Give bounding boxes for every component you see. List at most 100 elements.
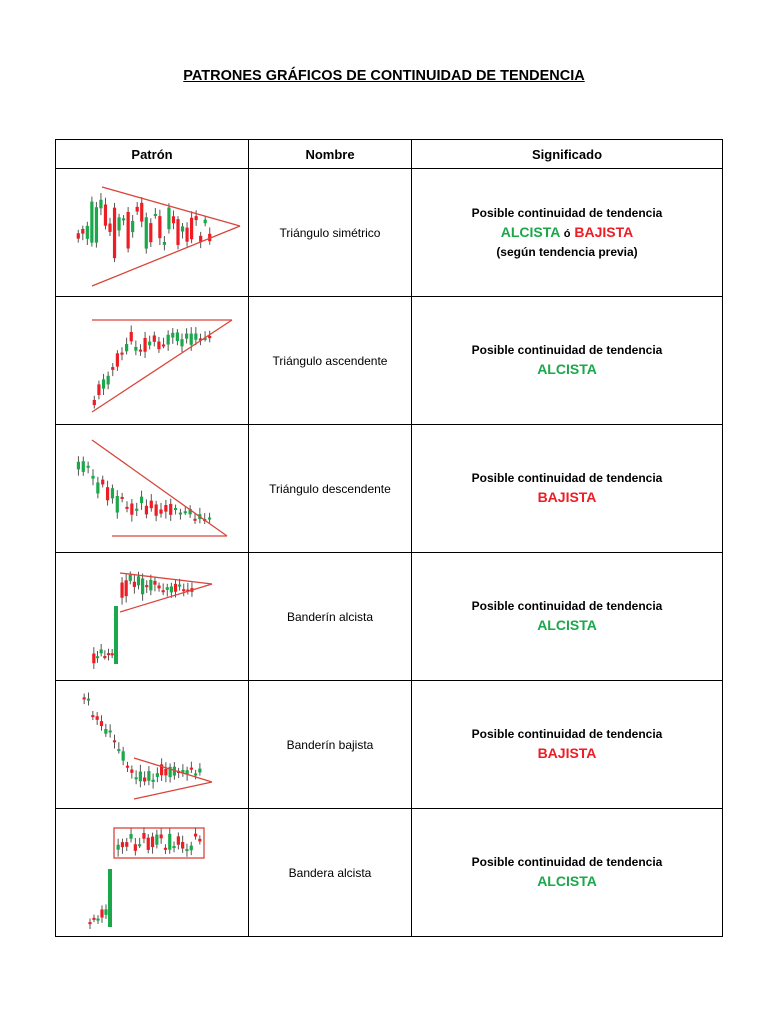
meaning-text: Posible continuidad de tendencia	[471, 855, 663, 869]
candle-body	[154, 503, 158, 516]
flag-channel	[113, 826, 205, 859]
candle-body	[112, 739, 117, 742]
candle-body	[106, 652, 111, 655]
candle-body	[155, 772, 159, 777]
candle-body	[161, 344, 166, 347]
candle-body	[85, 225, 89, 239]
candle-body	[189, 845, 193, 850]
candle-body	[161, 589, 165, 592]
candle-body	[207, 517, 212, 520]
candle-body	[162, 241, 166, 245]
trend-bearish: BAJISTA	[537, 489, 597, 505]
candle-body	[193, 518, 197, 521]
header-meaning: Significado	[411, 139, 723, 169]
table-row: Banderín alcista Posible continuidad de …	[55, 552, 723, 681]
candle-body	[86, 465, 90, 468]
candle-body	[157, 585, 161, 588]
candle-body	[203, 337, 207, 340]
pattern-line	[133, 780, 213, 800]
candle-body	[164, 504, 168, 512]
candle-body	[138, 771, 142, 781]
candle-body	[164, 768, 168, 775]
candle-body	[115, 352, 119, 367]
candle-body	[180, 338, 184, 346]
candle-body	[103, 204, 108, 226]
trend-bullish: ALCISTA	[537, 617, 597, 633]
candle-body	[199, 235, 203, 242]
candle-body	[95, 655, 100, 658]
pattern-line	[91, 318, 233, 413]
candle-body	[141, 577, 145, 594]
candle-body	[108, 729, 112, 732]
candle-body	[88, 921, 92, 924]
candle-body	[173, 507, 178, 510]
candle-body	[176, 218, 180, 245]
candle-body	[115, 495, 119, 513]
symmetric-triangle-chart-icon	[76, 185, 241, 287]
candle-body	[148, 341, 152, 345]
candle-body	[171, 332, 175, 338]
candle-body	[172, 766, 176, 776]
candle-body	[126, 211, 130, 249]
candle-body	[185, 333, 189, 339]
trend-bearish: BAJISTA	[574, 223, 634, 240]
candle-body	[110, 487, 115, 498]
pattern-line	[133, 756, 213, 783]
candle-body	[135, 508, 139, 511]
candle-body	[101, 378, 106, 389]
pattern-name: Banderín bajista	[248, 680, 412, 809]
candle-body	[181, 841, 185, 849]
candle-body	[90, 201, 94, 243]
candle-body	[157, 341, 161, 349]
pattern-name: Triángulo simétrico	[248, 168, 412, 297]
meaning-cell: Posible continuidad de tendencia BAJISTA	[411, 680, 723, 809]
candle-body	[180, 225, 185, 232]
candle-body	[108, 223, 112, 232]
candle-body	[173, 583, 178, 592]
candle-body	[136, 575, 141, 585]
header-pattern: Patrón	[55, 139, 249, 169]
candle-body	[138, 349, 143, 352]
candle-body	[108, 868, 112, 927]
candle-body	[166, 334, 170, 345]
candle-body	[135, 206, 139, 212]
candle-body	[100, 909, 104, 918]
candle-body	[99, 199, 103, 208]
candle-body	[92, 653, 96, 663]
candle-body	[178, 584, 182, 587]
pattern-line	[101, 185, 241, 227]
candle-body	[132, 581, 136, 587]
candle-body	[178, 512, 183, 515]
candle-body	[105, 486, 110, 500]
meaning-cell: Posible continuidad de tendencia ALCISTA	[411, 296, 723, 425]
candle-body	[120, 496, 124, 499]
candle-body	[103, 655, 107, 658]
candle-body	[81, 228, 85, 234]
candle-body	[142, 832, 146, 839]
meaning-cell: Posible continuidad de tendencia ALCISTA…	[411, 168, 723, 297]
candle-body	[149, 579, 153, 590]
candle-body	[190, 217, 194, 239]
candle-body	[129, 331, 133, 341]
candle-body	[96, 918, 100, 921]
meaning-text: Posible continuidad de tendencia	[471, 205, 663, 220]
candle-body	[130, 769, 134, 773]
candle-body	[95, 715, 99, 720]
pattern-cell	[55, 296, 249, 425]
candle-body	[134, 776, 138, 779]
candle-body	[106, 375, 110, 384]
pattern-line	[119, 571, 213, 585]
candle-body	[125, 841, 129, 847]
trend-connector: ó	[563, 227, 571, 240]
candle-body	[172, 845, 176, 848]
candle-body	[131, 220, 135, 232]
table-header-row: Patrón Nombre Significado	[55, 139, 723, 169]
candle-body	[138, 843, 142, 846]
candle-body	[133, 843, 137, 851]
bull-pennant-chart-icon	[92, 571, 213, 669]
candle-body	[155, 834, 159, 845]
pattern-name: Bandera alcista	[248, 808, 412, 937]
meaning-cell: Posible continuidad de tendencia BAJISTA	[411, 424, 723, 553]
candle-body	[189, 767, 193, 770]
pattern-cell	[55, 424, 249, 553]
